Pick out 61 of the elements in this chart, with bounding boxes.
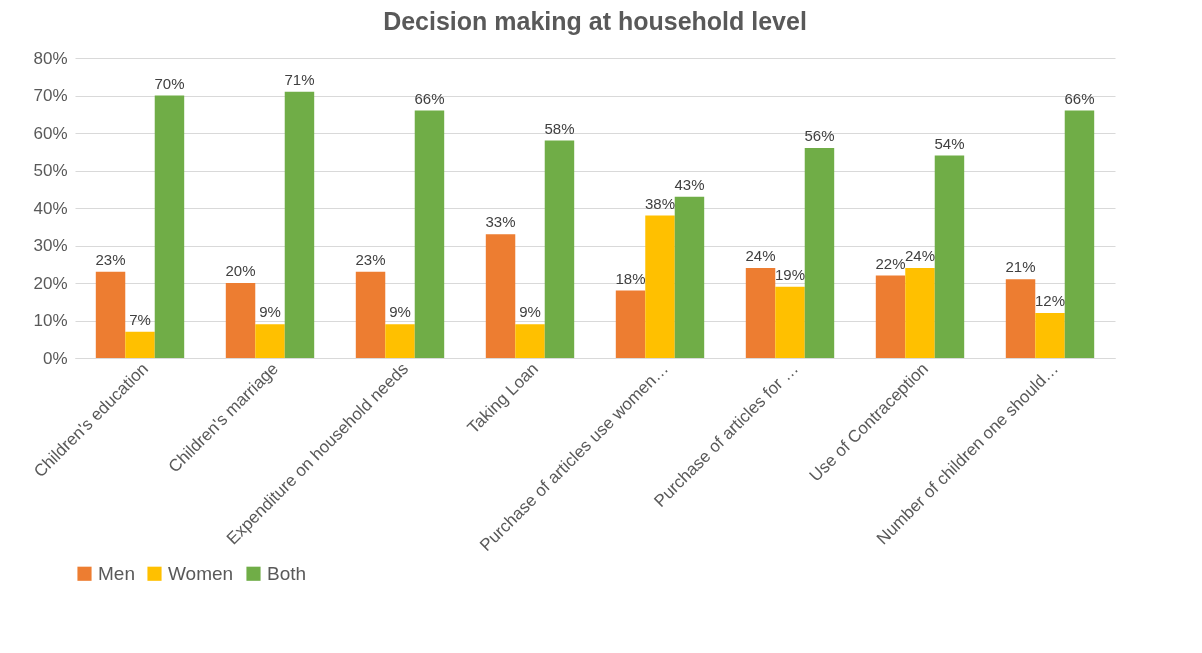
data-label: 12% bbox=[1034, 292, 1066, 309]
bar bbox=[905, 268, 935, 358]
y-tick-label: 70% bbox=[33, 86, 68, 105]
y-tick-label: 50% bbox=[33, 161, 68, 180]
data-label: 66% bbox=[1064, 89, 1095, 107]
data-label: 23% bbox=[355, 250, 386, 268]
data-label: 23% bbox=[95, 250, 126, 268]
data-label: 21% bbox=[1005, 258, 1036, 276]
bar bbox=[284, 91, 315, 358]
bar bbox=[125, 331, 155, 358]
data-label: 9% bbox=[259, 303, 281, 321]
bar bbox=[875, 275, 906, 358]
bar bbox=[485, 234, 516, 358]
bar bbox=[674, 196, 705, 358]
bar bbox=[154, 95, 185, 358]
data-label: 71% bbox=[284, 70, 315, 88]
data-label: 7% bbox=[129, 310, 151, 328]
data-label: 24% bbox=[745, 247, 776, 264]
data-label: 43% bbox=[674, 175, 705, 193]
data-label: 38% bbox=[644, 194, 676, 212]
bar bbox=[515, 324, 545, 358]
legend-label: Both bbox=[267, 562, 307, 584]
data-label: 18% bbox=[615, 269, 646, 287]
chart-title: Decision making at household level bbox=[383, 7, 807, 35]
bar bbox=[804, 148, 835, 358]
data-label: 56% bbox=[804, 127, 835, 144]
data-label: 9% bbox=[519, 303, 541, 321]
y-tick-label: 60% bbox=[33, 123, 68, 143]
bar bbox=[385, 324, 415, 358]
data-label: 54% bbox=[934, 134, 965, 152]
data-label: 70% bbox=[154, 74, 185, 92]
bar bbox=[95, 271, 126, 358]
data-label: 22% bbox=[875, 254, 906, 272]
data-label: 24% bbox=[904, 247, 936, 264]
bar bbox=[1035, 313, 1065, 358]
bar bbox=[615, 290, 646, 358]
bar bbox=[355, 271, 386, 358]
data-label: 9% bbox=[389, 303, 411, 321]
bar bbox=[775, 286, 805, 358]
bar bbox=[645, 215, 675, 358]
data-label: 58% bbox=[544, 119, 575, 137]
bar bbox=[255, 324, 285, 358]
y-tick-label: 10% bbox=[33, 311, 68, 330]
bar bbox=[225, 283, 256, 358]
data-label: 19% bbox=[774, 265, 806, 283]
bar bbox=[544, 140, 575, 358]
data-label: 20% bbox=[225, 262, 256, 279]
data-label: 33% bbox=[485, 213, 516, 231]
y-tick-label: 80% bbox=[33, 48, 68, 68]
y-tick-label: 30% bbox=[33, 236, 68, 255]
bar bbox=[745, 268, 776, 358]
legend-label: Men bbox=[98, 562, 135, 584]
bar bbox=[1064, 110, 1095, 358]
y-tick-label: 0% bbox=[42, 348, 68, 368]
y-tick-label: 40% bbox=[33, 198, 68, 218]
bar bbox=[1005, 279, 1036, 358]
data-label: 66% bbox=[414, 89, 445, 107]
bar bbox=[934, 155, 965, 358]
legend-label: Women bbox=[168, 562, 234, 584]
y-tick-label: 20% bbox=[33, 273, 68, 293]
bar bbox=[414, 110, 445, 358]
